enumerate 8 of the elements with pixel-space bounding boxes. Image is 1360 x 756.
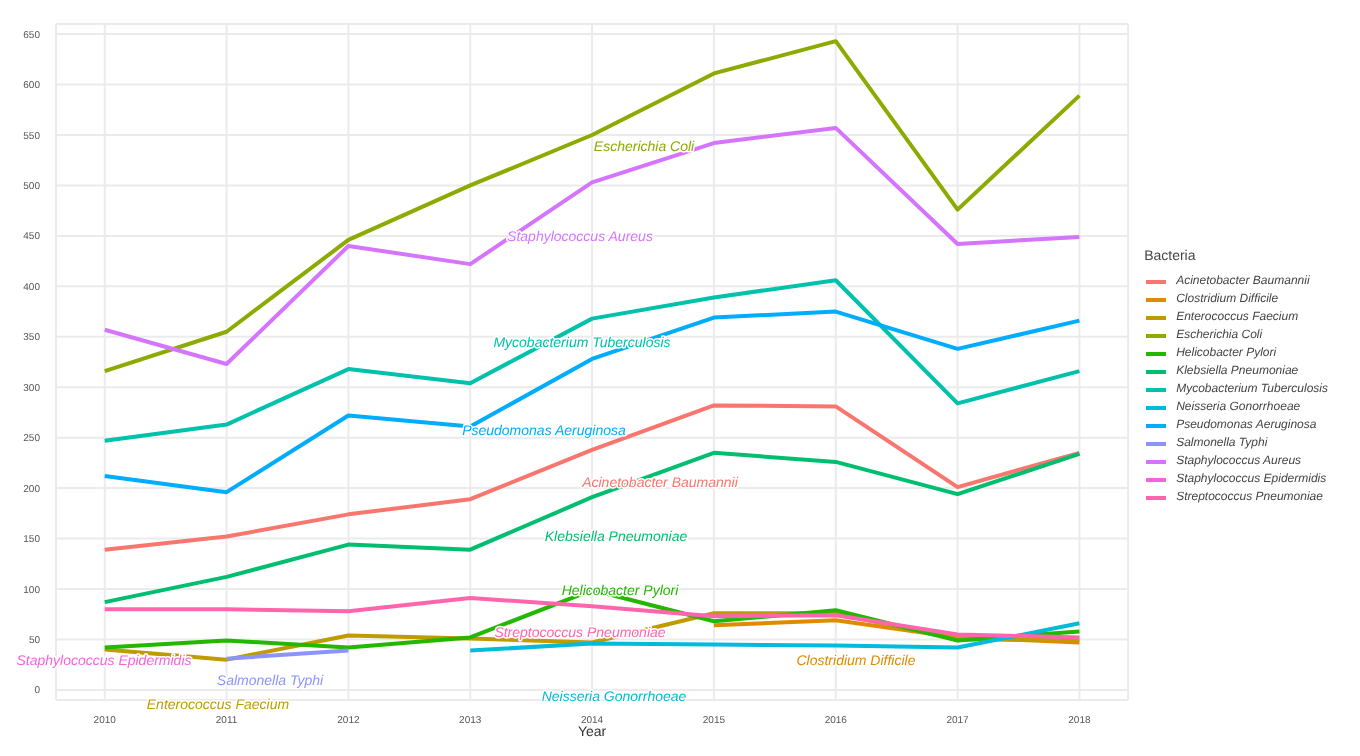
line-series — [102, 450, 1082, 605]
line-series — [102, 596, 1082, 640]
line-series — [102, 278, 1082, 443]
line-series — [102, 403, 1082, 552]
line-series — [102, 309, 1082, 495]
line-series — [102, 125, 1082, 367]
line-series — [468, 621, 1082, 653]
line-series — [102, 39, 1082, 374]
